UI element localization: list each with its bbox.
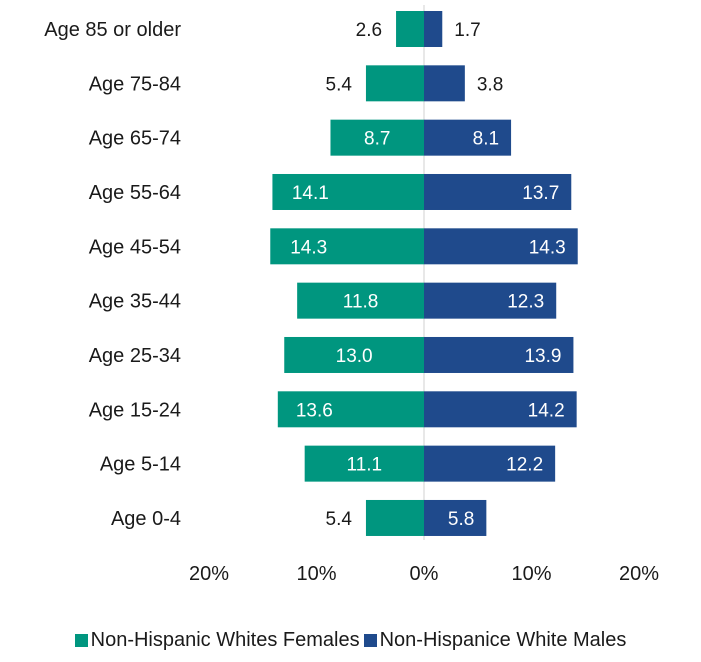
bar-males [424, 391, 577, 428]
bar-females [284, 336, 424, 373]
data-label-females: 5.4 [326, 509, 353, 530]
bar-males [424, 65, 465, 102]
data-label-males: 1.7 [454, 20, 480, 41]
legend-label-females: Non-Hispanic Whites Females [90, 628, 360, 651]
category-label: Age 55-64 [89, 182, 181, 204]
bar-females [272, 173, 424, 210]
data-label-females: 8.7 [364, 129, 390, 150]
category-label: Age 35-44 [89, 291, 181, 313]
legend: Non-Hispanic Whites Females Non-Hispanic… [0, 625, 701, 655]
bar-females [297, 282, 424, 319]
data-label-females: 11.1 [347, 455, 383, 476]
data-label-females: 13.6 [296, 400, 333, 421]
x-tick-label: 10% [511, 563, 551, 585]
bar-males [424, 119, 512, 156]
bar-males [424, 11, 443, 47]
bar-males [424, 282, 557, 319]
bar-females [277, 391, 424, 428]
data-label-males: 13.9 [524, 346, 561, 367]
data-label-males: 3.8 [477, 74, 503, 95]
data-label-females: 2.6 [356, 20, 382, 41]
category-label: Age 65-74 [89, 128, 181, 150]
pyramid-chart: Age 85 or older 2.6 1.7 Age 75-84 5.4 3.8 Age … [44, 5, 659, 585]
x-tick-label: 20% [189, 563, 229, 585]
data-label-males: 14.3 [529, 237, 566, 258]
legend-label-males: Non-Hispanice White Males [379, 628, 627, 651]
x-tick-label: 20% [619, 563, 659, 585]
category-label: Age 85 or older [44, 19, 181, 41]
category-label: Age 45-54 [89, 236, 181, 258]
data-label-males: 12.2 [506, 455, 543, 476]
legend-swatch-males [363, 633, 377, 647]
data-label-males: 5.8 [448, 509, 474, 530]
data-label-females: 14.3 [290, 237, 327, 258]
x-tick-label: 0% [410, 563, 439, 585]
bar-females [330, 119, 424, 156]
category-label: Age 15-24 [89, 399, 181, 421]
data-label-males: 8.1 [473, 129, 499, 150]
bar-males [424, 228, 578, 265]
bar-females [396, 11, 424, 47]
data-label-females: 14.1 [292, 183, 329, 204]
bar-males [424, 336, 574, 373]
data-label-males: 13.7 [522, 183, 559, 204]
bar-males [424, 173, 572, 210]
bar-males [424, 499, 487, 536]
x-tick-label: 10% [296, 563, 336, 585]
data-label-males: 12.3 [507, 292, 544, 313]
bar-females [365, 499, 424, 536]
legend-swatch-females [74, 633, 88, 647]
category-label: Age 5-14 [100, 454, 181, 476]
category-label: Age 25-34 [89, 345, 181, 367]
legend-item-females: Non-Hispanic Whites Females [74, 628, 360, 652]
legend-item-males: Non-Hispanice White Males [363, 628, 627, 652]
bar-females [270, 228, 424, 265]
category-label: Age 75-84 [89, 73, 181, 95]
bar-females [304, 445, 424, 482]
data-label-females: 13.0 [336, 346, 373, 367]
data-label-females: 11.8 [343, 292, 379, 313]
bar-females [365, 65, 424, 102]
data-label-males: 14.2 [528, 400, 565, 421]
data-label-females: 5.4 [326, 74, 353, 95]
bar-males [424, 445, 556, 482]
category-label: Age 0-4 [111, 508, 181, 530]
